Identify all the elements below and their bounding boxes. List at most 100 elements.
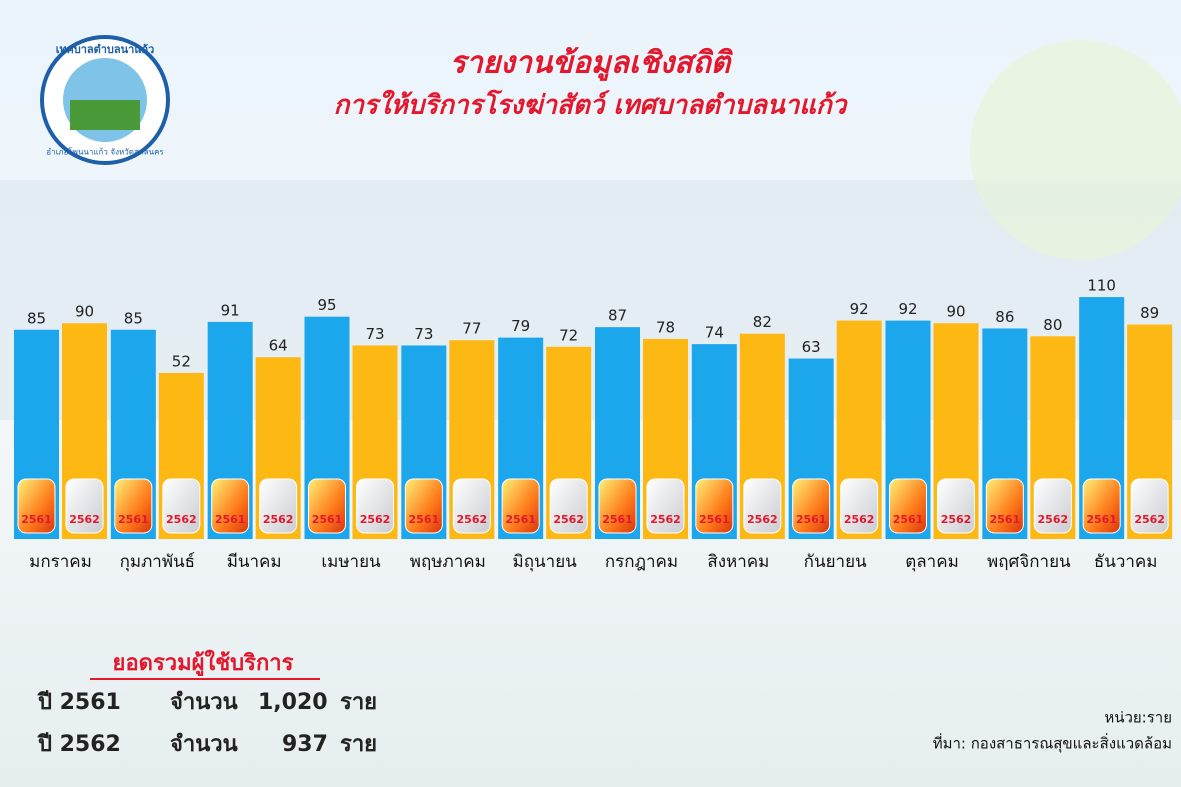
value-label: 85 xyxy=(27,309,46,327)
year-badge xyxy=(743,478,782,534)
value-label: 95 xyxy=(317,296,336,314)
x-tick-label: มิถุนายน xyxy=(513,552,578,572)
year-badge-label: 2562 xyxy=(941,513,972,526)
value-label: 63 xyxy=(802,338,821,356)
value-label: 89 xyxy=(1140,304,1159,322)
x-tick-label: กรกฎาคม xyxy=(605,552,678,572)
year-badge xyxy=(452,478,491,534)
logo-place: อำเภอโพนนาแก้ว จังหวัดสกลนคร xyxy=(46,147,164,157)
x-tick-label: กันยายน xyxy=(804,552,867,572)
year-badge-label: 2561 xyxy=(118,513,149,526)
year-badge xyxy=(695,478,734,534)
year-badge xyxy=(646,478,685,534)
value-label: 85 xyxy=(124,309,143,327)
x-tick-label: พฤศจิกายน xyxy=(987,552,1071,572)
year-badge-label: 2561 xyxy=(990,513,1021,526)
year-badge-label: 2562 xyxy=(747,513,778,526)
year-badge xyxy=(211,478,250,534)
value-label: 72 xyxy=(559,326,578,344)
year-badge-label: 2562 xyxy=(1038,513,1069,526)
summary-count: 1,020 xyxy=(258,690,328,715)
value-label: 74 xyxy=(705,324,724,342)
x-tick-label: สิงหาคม xyxy=(707,552,769,572)
value-label: 64 xyxy=(269,337,288,355)
logo-field xyxy=(70,100,140,130)
year-badge-label: 2561 xyxy=(1086,513,1117,526)
x-tick-label: กุมภาพันธ์ xyxy=(120,552,195,572)
year-badge xyxy=(65,478,104,534)
value-label: 91 xyxy=(221,301,240,319)
value-label: 86 xyxy=(995,308,1014,326)
year-badge-label: 2561 xyxy=(893,513,924,526)
chart-title: รายงานข้อมูลเชิงสถิติ xyxy=(450,46,733,82)
summary-title: ยอดรวมผู้ใช้บริการ xyxy=(113,649,294,677)
year-badge xyxy=(1082,478,1121,534)
value-label: 92 xyxy=(898,300,917,318)
value-label: 92 xyxy=(850,300,869,318)
x-tick-label: พฤษภาคม xyxy=(410,552,486,572)
year-badge-label: 2561 xyxy=(699,513,730,526)
year-badge-label: 2561 xyxy=(312,513,343,526)
year-badge xyxy=(598,478,637,534)
year-badge xyxy=(1130,478,1169,534)
value-label: 73 xyxy=(365,325,384,343)
year-badge xyxy=(17,478,56,534)
value-label: 77 xyxy=(462,320,481,338)
year-badge-label: 2561 xyxy=(409,513,440,526)
year-badge xyxy=(549,478,588,534)
value-label: 82 xyxy=(753,313,772,331)
year-badge-label: 2561 xyxy=(215,513,246,526)
year-badge-label: 2562 xyxy=(360,513,391,526)
year-badge xyxy=(889,478,927,534)
year-badge-label: 2562 xyxy=(166,513,197,526)
year-badge-label: 2562 xyxy=(263,513,294,526)
x-tick-label: ธันวาคม xyxy=(1094,552,1158,572)
year-badge xyxy=(937,478,975,534)
year-badge xyxy=(259,478,298,534)
x-tick-label: มีนาคม xyxy=(227,552,282,572)
summary-count: 937 xyxy=(282,732,328,757)
year-badge xyxy=(1033,478,1072,534)
summary-unit: ราย xyxy=(340,732,377,757)
year-badge-label: 2561 xyxy=(21,513,52,526)
year-badge xyxy=(404,478,443,534)
year-badge-label: 2561 xyxy=(505,513,536,526)
summary-year: ปี 2561 xyxy=(37,690,121,715)
year-badge xyxy=(162,478,201,534)
year-badge xyxy=(501,478,540,534)
value-label: 78 xyxy=(656,318,675,336)
summary-unit: ราย xyxy=(340,690,377,715)
year-badge xyxy=(114,478,153,534)
year-badge-label: 2562 xyxy=(650,513,681,526)
year-badge xyxy=(308,478,346,534)
logo-name: เทศบาลตำบลนาแก้ว xyxy=(56,43,155,56)
year-badge xyxy=(985,478,1024,534)
year-badge xyxy=(840,478,879,534)
summary-label: จำนวน xyxy=(170,732,238,757)
year-badge-label: 2562 xyxy=(69,513,100,526)
year-badge-label: 2561 xyxy=(796,513,827,526)
x-tick-label: มกราคม xyxy=(29,552,92,572)
value-label: 52 xyxy=(172,352,191,370)
value-label: 73 xyxy=(414,325,433,343)
unit-note: หน่วย:ราย xyxy=(1104,709,1172,727)
value-label: 87 xyxy=(608,307,627,325)
chart-subtitle: การให้บริการโรงฆ่าสัตว์ เทศบาลตำบลนาแก้ว xyxy=(334,89,849,121)
year-badge xyxy=(356,478,394,534)
year-badge-label: 2562 xyxy=(844,513,875,526)
logo: เทศบาลตำบลนาแก้ว อำเภอโพนนาแก้ว จังหวัดส… xyxy=(40,35,170,165)
year-badge-label: 2561 xyxy=(602,513,633,526)
value-label: 90 xyxy=(75,303,94,321)
year-badge-label: 2562 xyxy=(1134,513,1165,526)
background-flowers xyxy=(970,40,1181,260)
year-badge-label: 2562 xyxy=(457,513,488,526)
source-note: ที่มา: กองสาธารณสุขและสิ่งแวดล้อม xyxy=(933,733,1172,754)
value-label: 79 xyxy=(511,317,530,335)
value-label: 80 xyxy=(1043,316,1062,334)
year-badge xyxy=(792,478,831,534)
x-tick-label: ตุลาคม xyxy=(905,552,959,572)
year-badge-label: 2562 xyxy=(553,513,584,526)
x-tick-label: เมษายน xyxy=(321,552,381,572)
